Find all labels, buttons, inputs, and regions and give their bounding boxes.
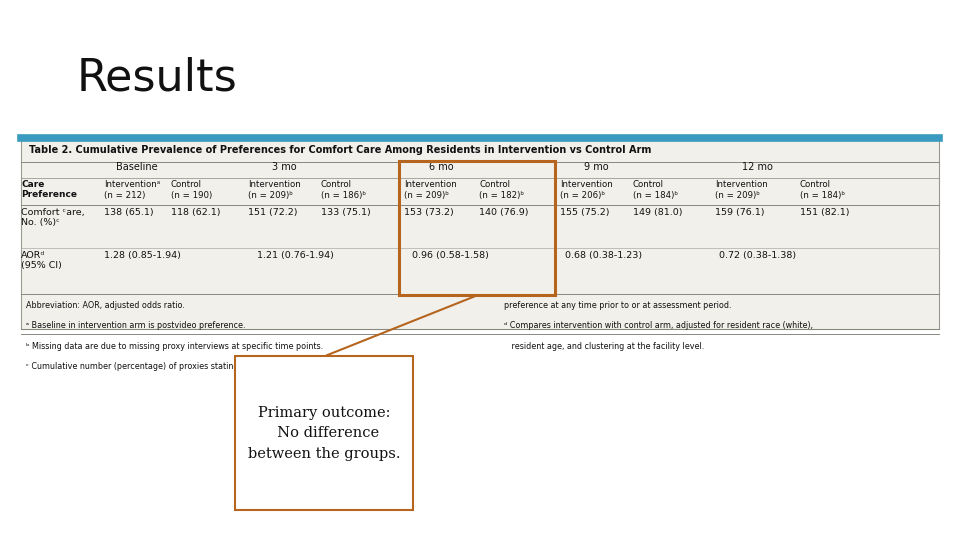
Text: 149 (81.0): 149 (81.0) [633,208,683,217]
Text: 140 (76.9): 140 (76.9) [479,208,529,217]
Text: Intervention
(n = 209)ᵇ: Intervention (n = 209)ᵇ [715,180,768,200]
Text: 0.68 (0.38-1.23): 0.68 (0.38-1.23) [565,251,642,260]
Text: Table 2. Cumulative Prevalence of Preferences for Comfort Care Among Residents i: Table 2. Cumulative Prevalence of Prefer… [29,145,651,155]
Text: Care
Preference: Care Preference [21,180,77,199]
Text: 12 mo: 12 mo [742,163,773,172]
Text: 0.72 (0.38-1.38): 0.72 (0.38-1.38) [719,251,796,260]
Text: 151 (82.1): 151 (82.1) [800,208,850,217]
Text: ᵇ Missing data are due to missing proxy interviews at specific time points.: ᵇ Missing data are due to missing proxy … [26,342,324,351]
Text: Control
(n = 184)ᵇ: Control (n = 184)ᵇ [800,180,845,200]
Text: Baseline: Baseline [116,163,158,172]
Text: resident age, and clustering at the facility level.: resident age, and clustering at the faci… [504,342,705,351]
Text: Abbreviation: AOR, adjusted odds ratio.: Abbreviation: AOR, adjusted odds ratio. [26,301,184,310]
Text: preference at any time prior to or at assessment period.: preference at any time prior to or at as… [504,301,732,310]
Text: AORᵈ
(95% CI): AORᵈ (95% CI) [21,251,62,271]
Text: Interventionᵃ
(n = 212): Interventionᵃ (n = 212) [104,180,159,200]
Text: Control
(n = 182)ᵇ: Control (n = 182)ᵇ [479,180,524,200]
Text: 1.21 (0.76-1.94): 1.21 (0.76-1.94) [257,251,334,260]
Text: Intervention
(n = 209)ᵇ: Intervention (n = 209)ᵇ [404,180,457,200]
Text: 6 mo: 6 mo [429,163,454,172]
Text: Comfort ᶜare,
No. (%)ᶜ: Comfort ᶜare, No. (%)ᶜ [21,208,84,227]
Bar [21,140,939,329]
Text: Results: Results [77,57,237,100]
Bar [399,161,555,295]
Text: 118 (62.1): 118 (62.1) [171,208,221,217]
Text: 0.96 (0.58-1.58): 0.96 (0.58-1.58) [412,251,489,260]
Text: Intervention
(n = 209)ᵇ: Intervention (n = 209)ᵇ [248,180,300,200]
Text: Primary outcome:
  No difference
between the groups.: Primary outcome: No difference between t… [248,406,400,461]
Text: 3 mo: 3 mo [272,163,297,172]
Text: 1.28 (0.85-1.94): 1.28 (0.85-1.94) [104,251,180,260]
Bar [235,356,413,510]
Text: 159 (76.1): 159 (76.1) [715,208,765,217]
Text: ᵈ Compares intervention with control arm, adjusted for resident race (white),: ᵈ Compares intervention with control arm… [504,321,813,330]
Text: Control
(n = 190): Control (n = 190) [171,180,212,200]
Text: Intervention
(n = 206)ᵇ: Intervention (n = 206)ᵇ [560,180,612,200]
Text: 155 (75.2): 155 (75.2) [560,208,610,217]
Text: 151 (72.2): 151 (72.2) [248,208,298,217]
Text: ᶜ Cumulative number (percentage) of proxies stating comfort care as: ᶜ Cumulative number (percentage) of prox… [26,362,304,372]
FancyArrowPatch shape [326,296,474,355]
Text: 9 mo: 9 mo [584,163,609,172]
Text: 138 (65.1): 138 (65.1) [104,208,154,217]
Text: 153 (73.2): 153 (73.2) [404,208,454,217]
Text: Control
(n = 184)ᵇ: Control (n = 184)ᵇ [633,180,678,200]
Text: 133 (75.1): 133 (75.1) [321,208,371,217]
Text: ᵃ Baseline in intervention arm is postvideo preference.: ᵃ Baseline in intervention arm is postvi… [26,321,246,330]
Text: Control
(n = 186)ᵇ: Control (n = 186)ᵇ [321,180,366,200]
